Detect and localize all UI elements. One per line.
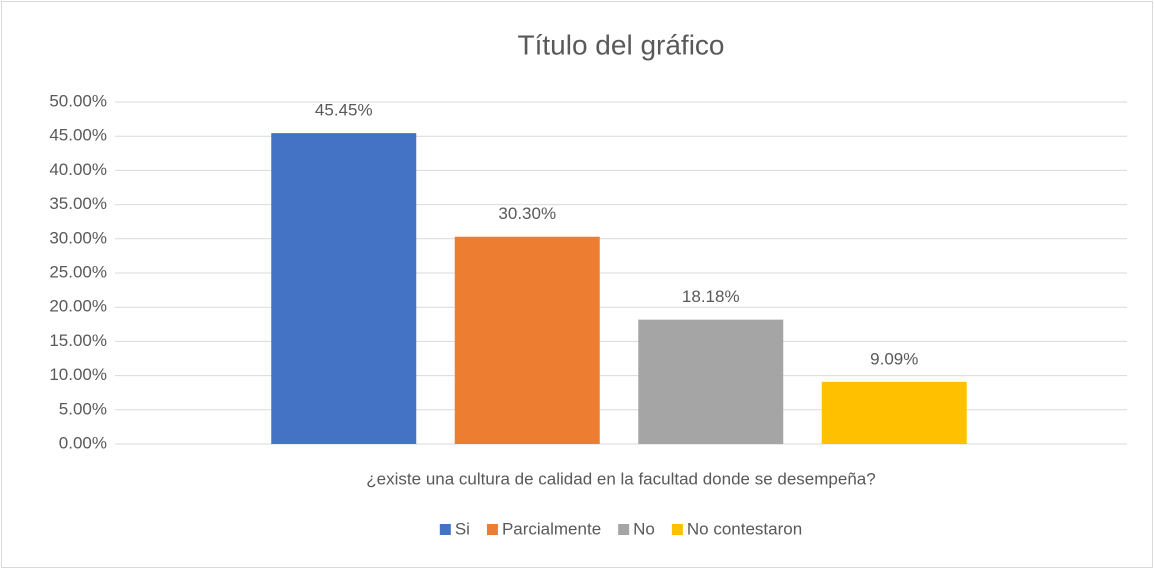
data-label: 18.18% (682, 287, 740, 306)
y-tick-label: 15.00% (49, 331, 107, 350)
y-tick-label: 0.00% (59, 433, 107, 452)
legend-swatch (439, 524, 451, 535)
legend-swatch (486, 524, 498, 535)
chart-title: Título del gráfico (518, 29, 725, 60)
legend-swatch (671, 524, 683, 535)
y-tick-label: 40.00% (49, 160, 107, 179)
y-tick-label: 30.00% (49, 228, 107, 247)
bar (638, 319, 784, 444)
y-tick-label: 45.00% (49, 126, 107, 145)
y-tick-label: 25.00% (49, 262, 107, 281)
y-tick-label: 10.00% (49, 365, 107, 384)
data-label: 9.09% (870, 349, 918, 368)
bar (821, 381, 967, 444)
y-tick-label: 5.00% (59, 399, 107, 418)
bar (454, 236, 600, 444)
data-label: 30.30% (498, 204, 556, 223)
x-axis-label: ¿existe una cultura de calidad en la fac… (366, 469, 875, 488)
y-tick-label: 35.00% (49, 194, 107, 213)
legend-label: No contestaron (687, 519, 802, 538)
y-tick-label: 50.00% (49, 91, 107, 110)
legend-label: No (633, 519, 655, 538)
legend-swatch (618, 524, 630, 535)
legend-label: Parcialmente (502, 519, 601, 538)
data-label: 45.45% (315, 101, 373, 120)
y-tick-label: 20.00% (49, 297, 107, 316)
bar (271, 133, 417, 444)
legend-label: Si (455, 519, 470, 538)
